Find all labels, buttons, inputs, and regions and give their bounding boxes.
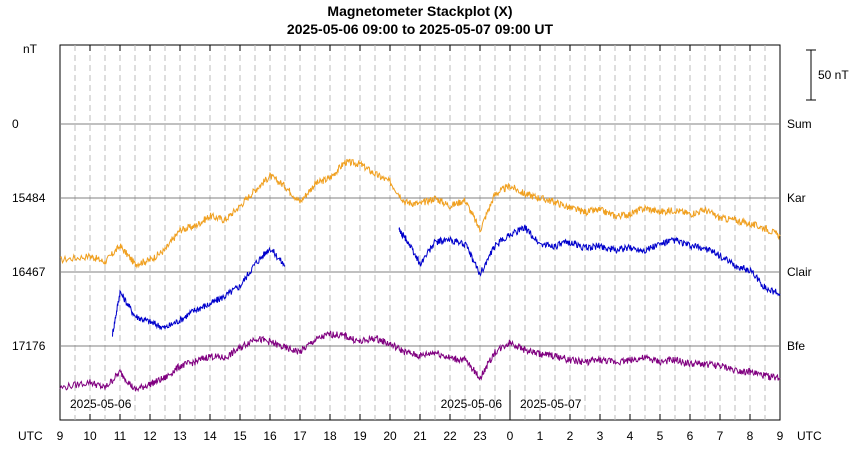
- timezone-label-left: UTC: [18, 429, 43, 443]
- x-tick-label: 15: [233, 429, 247, 443]
- x-axis-ticks: 9 10 11 12 13 14 15 16 17 18 19 20 21 22 23 0 1 2 3 4 5 6 7 8 9: [57, 45, 784, 443]
- station-label: Kar: [787, 191, 806, 205]
- baseline-value: 0: [12, 117, 19, 131]
- x-tick-label: 12: [143, 429, 157, 443]
- x-tick-label: 19: [353, 429, 367, 443]
- x-tick-label: 9: [777, 429, 784, 443]
- x-tick-label: 13: [173, 429, 187, 443]
- chart-title: Magnetometer Stackplot (X): [327, 3, 512, 19]
- x-tick-label: 16: [263, 429, 277, 443]
- baseline-value: 15484: [12, 191, 46, 205]
- station-label: Bfe: [787, 339, 805, 353]
- x-tick-label: 21: [413, 429, 427, 443]
- station-baselines: 0 Sum 15484 Kar 16467 Clair 17176 Bfe: [12, 117, 812, 353]
- x-tick-label: 3: [597, 429, 604, 443]
- series-line-kar: [59, 158, 781, 269]
- vertical-gridlines: [74, 45, 766, 420]
- x-tick-label: 7: [717, 429, 724, 443]
- date-label-day2: 2025-05-07: [520, 397, 582, 411]
- x-tick-label: 20: [383, 429, 397, 443]
- station-label: Clair: [787, 265, 812, 279]
- chart-subtitle: 2025-05-06 09:00 to 2025-05-07 09:00 UT: [287, 21, 554, 37]
- x-tick-label: 2: [567, 429, 574, 443]
- date-label-start: 2025-05-06: [70, 397, 132, 411]
- scale-bar: 50 nT: [806, 49, 849, 101]
- x-tick-label: 1: [537, 429, 544, 443]
- station-label: Sum: [787, 117, 812, 131]
- x-tick-label: 14: [203, 429, 217, 443]
- plot-frame: [59, 44, 781, 421]
- x-tick-label: 9: [57, 429, 64, 443]
- x-tick-label: 8: [747, 429, 754, 443]
- timezone-label-right: UTC: [797, 429, 822, 443]
- scale-bar-label: 50 nT: [818, 68, 849, 82]
- x-tick-label: 22: [443, 429, 457, 443]
- series-line-bfe: [59, 330, 781, 393]
- x-tick-label: 23: [473, 429, 487, 443]
- x-tick-label: 5: [657, 429, 664, 443]
- x-tick-label: 18: [323, 429, 337, 443]
- series-line-clair-segment2: [398, 224, 781, 297]
- baseline-value: 16467: [12, 265, 46, 279]
- left-axis-unit: nT: [23, 42, 38, 56]
- date-label-day1: 2025-05-06: [441, 397, 503, 411]
- baseline-value: 17176: [12, 339, 46, 353]
- x-tick-label: 10: [83, 429, 97, 443]
- x-tick-label: 17: [293, 429, 307, 443]
- x-tick-label: 4: [627, 429, 634, 443]
- x-tick-label: 0: [507, 429, 514, 443]
- x-tick-label: 6: [687, 429, 694, 443]
- series-lines: [59, 158, 781, 393]
- x-tick-label: 11: [114, 429, 127, 443]
- series-line-clair: [112, 246, 286, 337]
